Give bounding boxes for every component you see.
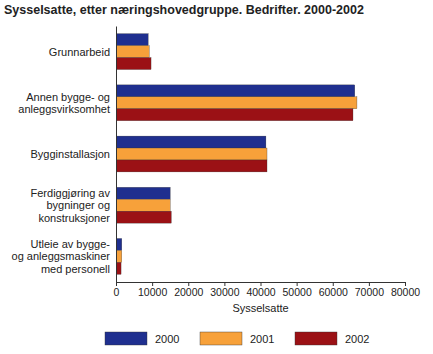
x-axis: 0 10000 20000 30000 40000 50000 60000 70000 8000… xyxy=(114,282,421,298)
tick: 80000 xyxy=(391,282,420,298)
tick: 40000 xyxy=(246,282,275,298)
bar xyxy=(116,58,151,70)
legend: 2000 2001 2002 xyxy=(105,332,369,345)
tick-label: 0 xyxy=(114,286,120,298)
tick-mark xyxy=(261,282,262,286)
tick: Bygginstallasjon xyxy=(31,148,111,160)
y-axis: Grunnarbeid Annen bygge- oganleggsvirksom… xyxy=(12,27,117,283)
category-label: Ferdiggjøring avbygninger ogkonstruksjon… xyxy=(31,187,111,224)
legend-item: 2000 xyxy=(105,332,179,345)
bar xyxy=(116,34,148,46)
bar xyxy=(116,148,267,160)
legend-label: 2001 xyxy=(250,333,274,345)
bar xyxy=(116,46,149,58)
tick: 10000 xyxy=(138,282,167,298)
x-axis-title: Sysselsatte xyxy=(232,302,288,314)
category-label: Utleie av bygge-og anleggsmaskinermed pe… xyxy=(12,238,111,275)
category-label: Annen bygge- oganleggsvirksomhet xyxy=(18,91,110,116)
tick-label: 60000 xyxy=(319,286,348,298)
axis-line xyxy=(116,27,117,283)
tick-label: 30000 xyxy=(210,286,239,298)
category-label: Bygginstallasjon xyxy=(31,148,111,160)
bar xyxy=(116,109,353,121)
tick-mark xyxy=(369,282,370,286)
legend-label: 2002 xyxy=(345,333,369,345)
legend-label: 2000 xyxy=(155,333,179,345)
chart: Sysselsatte, etter næringshovedgruppe. B… xyxy=(0,0,433,354)
bar xyxy=(116,136,266,148)
bar xyxy=(116,199,170,211)
bar xyxy=(116,211,171,223)
tick: Utleie av bygge-og anleggsmaskinermed pe… xyxy=(12,238,111,275)
tick-mark xyxy=(116,282,117,286)
tick-label: 70000 xyxy=(355,286,384,298)
tick-label: 50000 xyxy=(283,286,312,298)
legend-item: 2002 xyxy=(295,332,369,345)
tick: 60000 xyxy=(319,282,348,298)
tick-mark xyxy=(405,282,406,286)
tick: 30000 xyxy=(210,282,239,298)
bar xyxy=(116,97,357,109)
tick: 50000 xyxy=(283,282,312,298)
plot: 0 10000 20000 30000 40000 50000 60000 70000 8000… xyxy=(12,27,421,299)
tick-mark xyxy=(297,282,298,286)
bar xyxy=(116,85,355,97)
series xyxy=(116,46,357,263)
bar xyxy=(116,187,170,199)
legend-swatch xyxy=(105,332,147,345)
tick-mark xyxy=(152,282,153,286)
tick-mark xyxy=(224,282,225,286)
title: Sysselsatte, etter næringshovedgruppe. B… xyxy=(4,3,364,17)
series xyxy=(116,58,353,275)
category-label: Grunnarbeid xyxy=(49,46,110,58)
tick: Grunnarbeid xyxy=(49,46,110,58)
tick-label: 40000 xyxy=(246,286,275,298)
legend-swatch xyxy=(295,332,337,345)
tick: Annen bygge- oganleggsvirksomhet xyxy=(18,91,110,116)
tick-label: 80000 xyxy=(391,286,420,298)
tick: 70000 xyxy=(355,282,384,298)
bars xyxy=(116,34,357,275)
tick-label: 10000 xyxy=(138,286,167,298)
tick-mark xyxy=(333,282,334,286)
tick-label: 20000 xyxy=(174,286,203,298)
tick: Ferdiggjøring avbygninger ogkonstruksjon… xyxy=(31,187,111,224)
legend-item: 2001 xyxy=(200,332,274,345)
series xyxy=(116,34,355,251)
tick: 20000 xyxy=(174,282,203,298)
tick: 0 xyxy=(114,282,120,298)
bar xyxy=(116,160,267,172)
legend-swatch xyxy=(200,332,242,345)
tick-mark xyxy=(188,282,189,286)
